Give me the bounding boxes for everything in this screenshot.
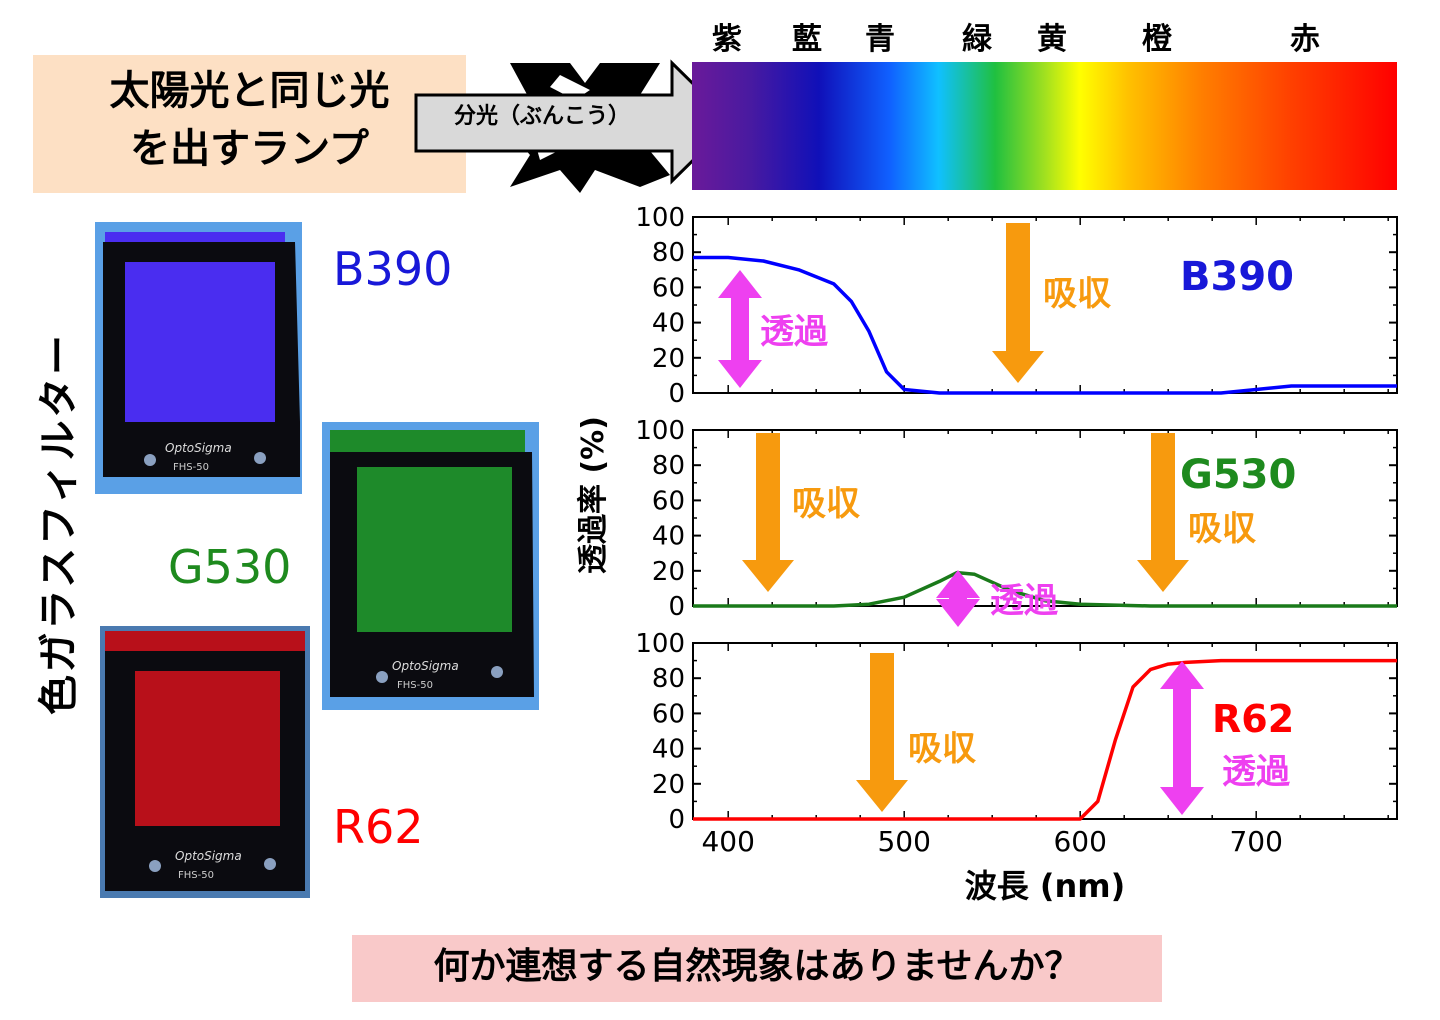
xtick-label-600: 600: [1053, 825, 1106, 858]
xtick-label-700: 700: [1229, 825, 1282, 858]
vertical-label-text: 色ガラスフィルター: [36, 335, 82, 715]
ytick-label-0-0: 0: [668, 379, 685, 409]
svg-text:FHS-50: FHS-50: [178, 870, 214, 881]
question-text: 何か連想する自然現象はありませんか？: [433, 946, 1081, 987]
series-label-g530: G530: [1180, 452, 1296, 498]
color-name-orange: 橙: [1142, 22, 1172, 57]
absorb-arrow-b390: [992, 223, 1044, 383]
ytick-label-1-0: 0: [668, 592, 685, 622]
xtick-label-500: 500: [877, 825, 930, 858]
photo-r62: OptoSigma FHS-50: [100, 626, 310, 898]
series-line-R62: [693, 658, 1397, 821]
ytick-label-1-100: 100: [635, 416, 685, 446]
ytick-label-2-100: 100: [635, 629, 685, 659]
ytick-label-1-20: 20: [652, 557, 685, 587]
series-line-G530: [693, 570, 1397, 608]
svg-text:OptoSigma: OptoSigma: [165, 441, 232, 455]
photo-g530: OptoSigma FHS-50: [322, 422, 539, 710]
arrow-label: 分光（ぶんこう）: [453, 104, 630, 129]
absorb-label-b390: 吸収: [1043, 274, 1111, 314]
svg-text:OptoSigma: OptoSigma: [392, 659, 459, 673]
absorb-label-g530-left: 吸収: [792, 484, 860, 524]
svg-text:FHS-50: FHS-50: [397, 680, 433, 691]
svg-text:OptoSigma: OptoSigma: [175, 849, 242, 863]
lamp-label-line2: を出すランプ: [130, 126, 369, 172]
color-name-red: 赤: [1290, 22, 1320, 57]
xtick-label-400: 400: [701, 825, 754, 858]
ytick-label-0-40: 40: [652, 309, 685, 339]
color-name-violet: 紫: [712, 22, 742, 57]
transmit-label-r62: 透過: [1222, 752, 1291, 792]
series-label-r62: R62: [1212, 697, 1294, 741]
ytick-label-0-20: 20: [652, 344, 685, 374]
spectrum-bar: [692, 62, 1397, 190]
lamp-label-line1: 太陽光と同じ光: [109, 68, 390, 114]
lamp-label: 太陽光と同じ光 を出すランプ: [33, 62, 466, 178]
question-box: [352, 935, 1162, 1002]
ytick-label-1-60: 60: [652, 486, 685, 516]
transmit-label-b390: 透過: [760, 312, 829, 352]
transmit-arrow-g530: [936, 570, 980, 627]
absorb-arrow-g530-right: [1137, 433, 1189, 592]
transmittance-charts: 0 20 40 60 80 100 0 20 40 60 80 100 0 20 40 60 80 100 400 5…: [576, 203, 1398, 905]
svg-text:FHS-50: FHS-50: [173, 462, 209, 473]
y-axis-title: 透過率 (%): [576, 416, 611, 574]
ytick-label-0-100: 100: [635, 203, 685, 233]
ytick-label-2-40: 40: [652, 735, 685, 765]
color-name-blue: 青: [865, 22, 895, 57]
absorb-label-g530-right: 吸収: [1188, 509, 1256, 549]
transmit-arrow-b390: [718, 270, 762, 388]
lamp-label-box: [33, 55, 466, 193]
color-name-green: 緑: [962, 22, 992, 57]
ytick-label-2-80: 80: [652, 664, 685, 694]
vertical-label: 色ガラスフィルター: [36, 335, 82, 715]
ytick-label-0-60: 60: [652, 273, 685, 303]
color-name-yellow: 黄: [1037, 22, 1067, 57]
color-name-indigo: 藍: [792, 22, 822, 57]
x-axis-title: 波長 (nm): [965, 867, 1126, 905]
ytick-label-1-80: 80: [652, 451, 685, 481]
series-line-B390: [693, 255, 1397, 395]
absorb-label-r62: 吸収: [908, 729, 976, 769]
filter-name-r62: R62: [333, 800, 424, 854]
transmit-label-g530: 透過: [990, 581, 1059, 621]
ytick-label-2-20: 20: [652, 770, 685, 800]
ytick-label-2-0: 0: [668, 805, 685, 835]
absorb-arrow-g530-left: [742, 433, 794, 592]
filter-name-b390: B390: [333, 242, 453, 296]
ytick-label-1-40: 40: [652, 522, 685, 552]
filter-name-g530: G530: [168, 540, 292, 594]
transmit-arrow-r62: [1160, 661, 1204, 815]
ytick-label-2-60: 60: [652, 699, 685, 729]
ytick-label-0-80: 80: [652, 238, 685, 268]
absorb-arrow-r62: [856, 653, 908, 812]
photo-b390: OptoSigma FHS-50: [95, 222, 302, 494]
series-label-b390: B390: [1180, 254, 1294, 300]
